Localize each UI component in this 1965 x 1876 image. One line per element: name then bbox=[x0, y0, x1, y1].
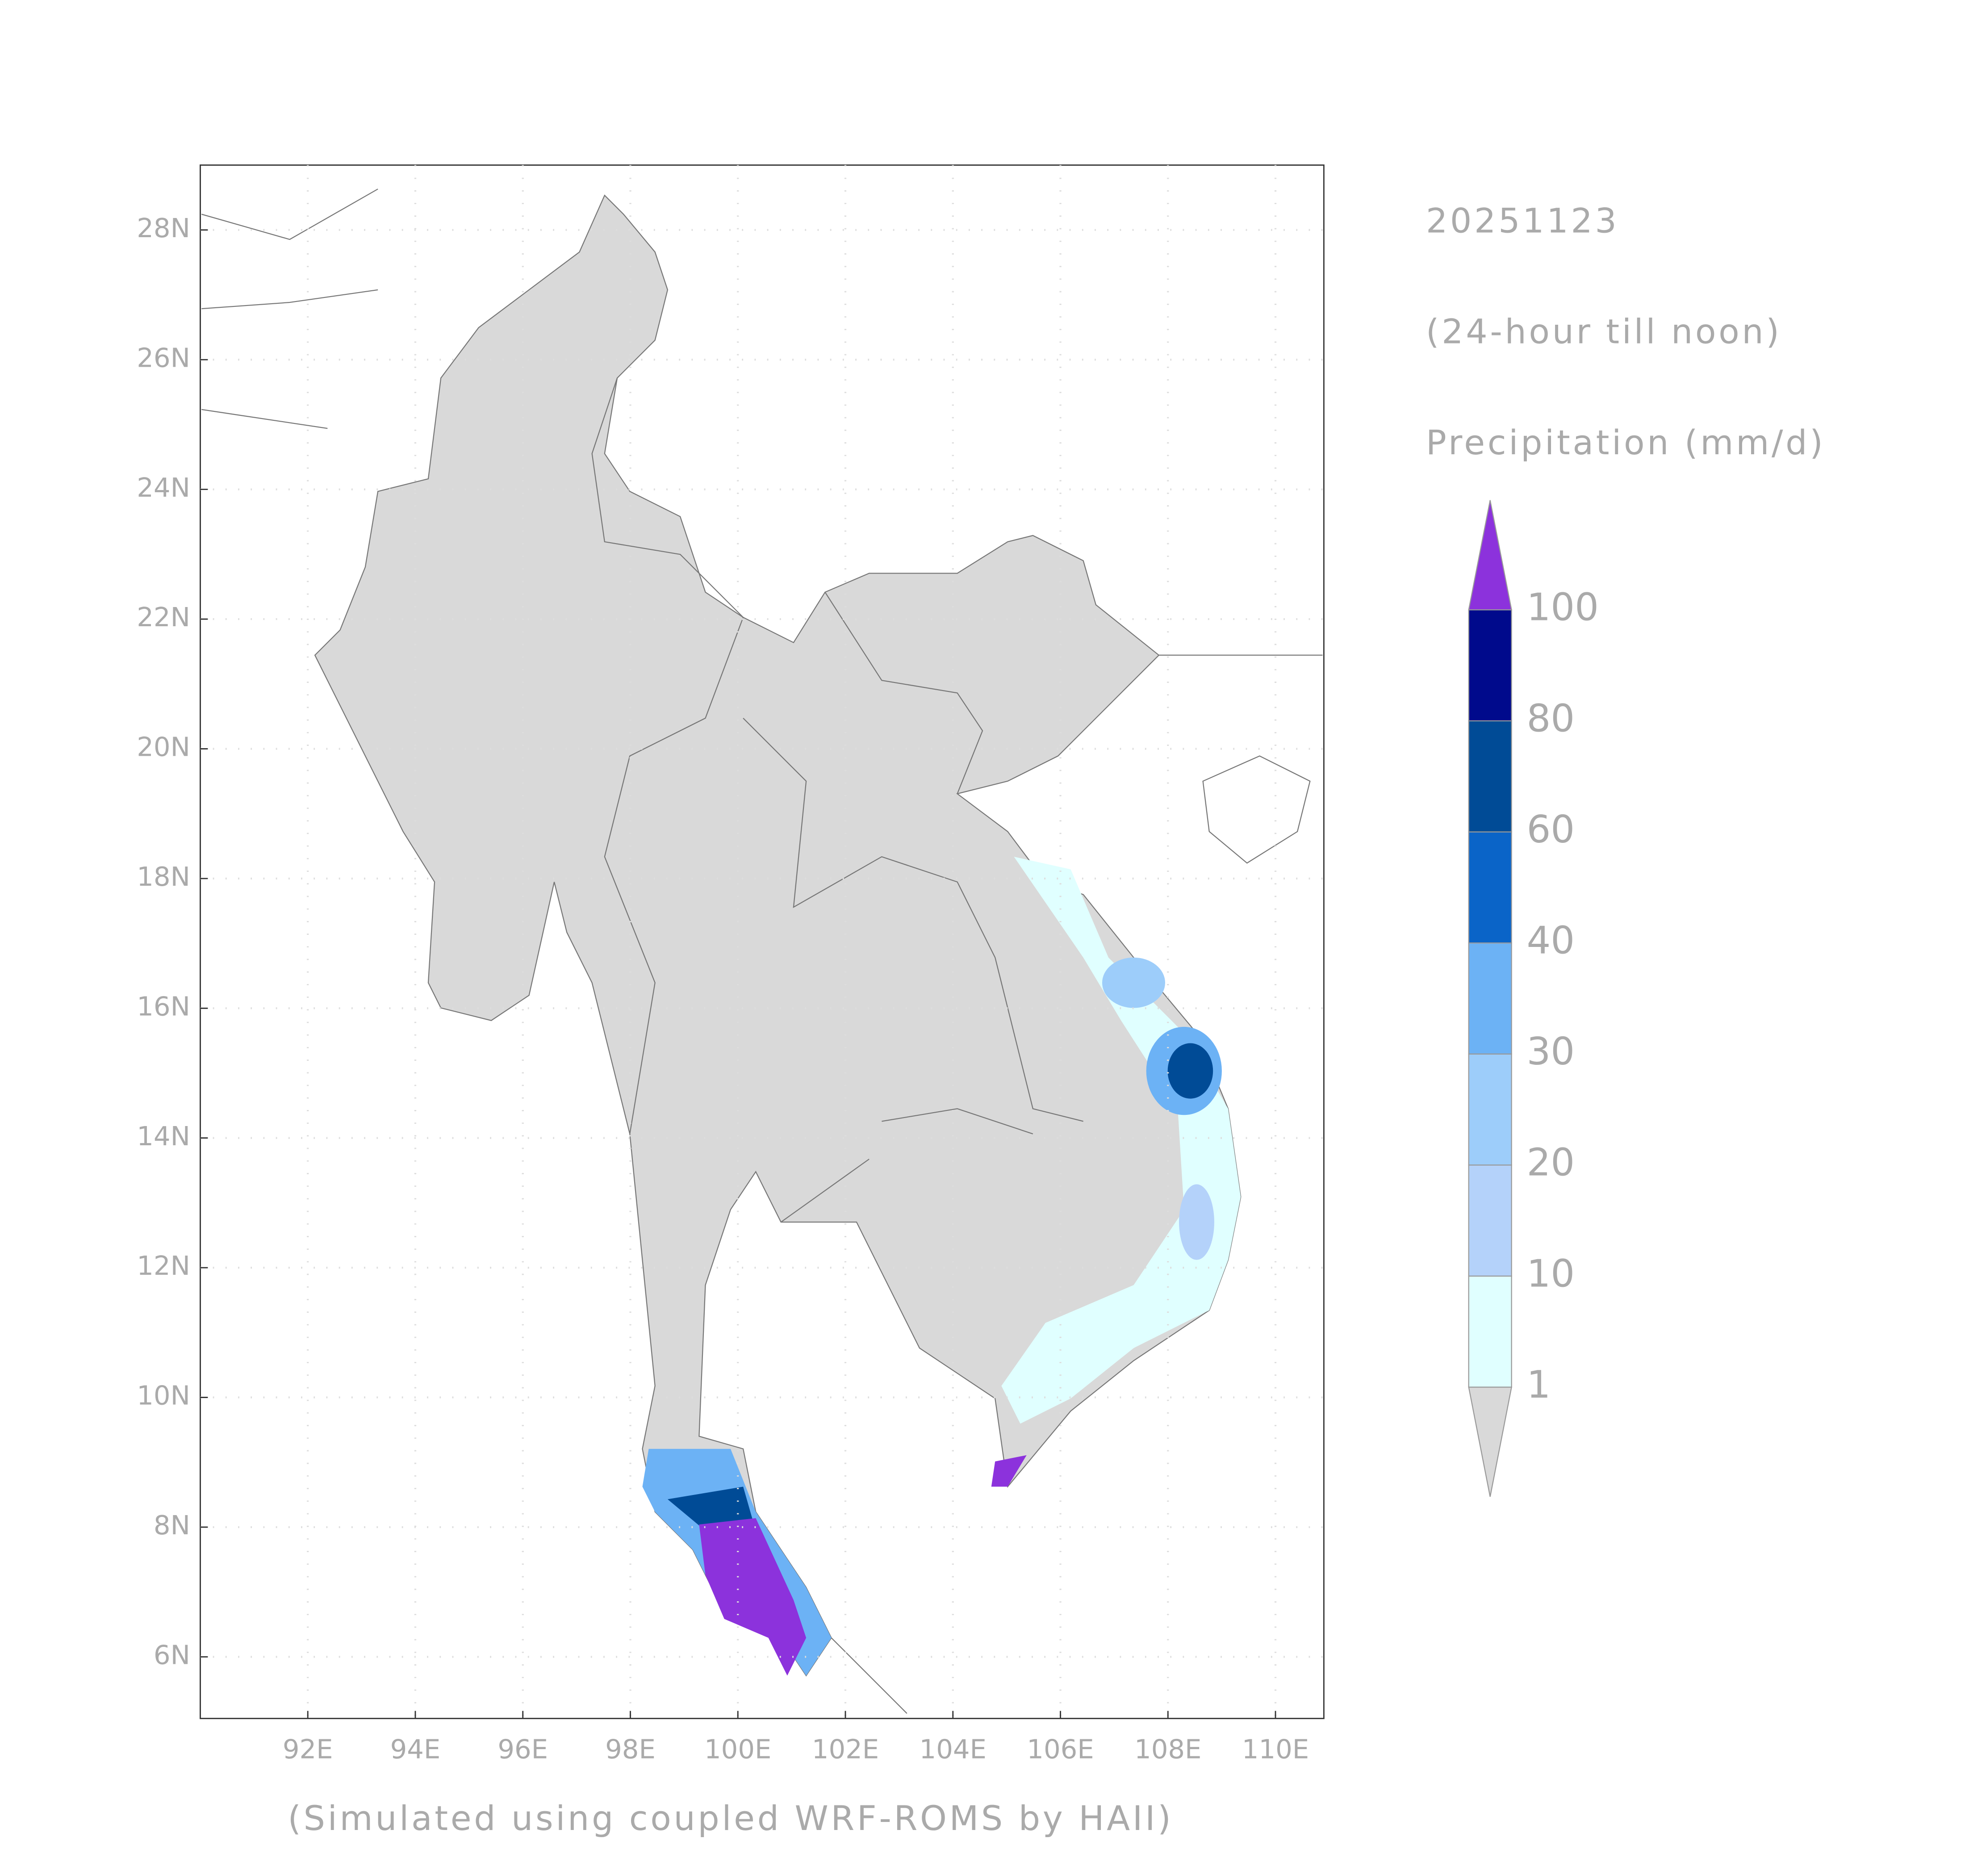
y-tick-label: 22N bbox=[137, 602, 190, 632]
y-tick-label: 10N bbox=[137, 1380, 190, 1411]
x-tick-label: 102E bbox=[812, 1734, 879, 1765]
colorbar-box bbox=[1468, 720, 1512, 833]
y-tick-label: 12N bbox=[137, 1250, 190, 1281]
x-tick-label: 104E bbox=[920, 1734, 987, 1765]
x-tick-label: 98E bbox=[605, 1734, 656, 1765]
precip-area bbox=[1102, 957, 1165, 1008]
colorbar-tick-label: 30 bbox=[1526, 1029, 1575, 1073]
x-tick-label: 96E bbox=[498, 1734, 548, 1765]
colorbar-box bbox=[1468, 831, 1512, 944]
x-tick-label: 94E bbox=[390, 1734, 441, 1765]
colorbar-tick-label: 40 bbox=[1526, 918, 1575, 963]
colorbar-box bbox=[1468, 1164, 1512, 1277]
colorbar-label: Precipitation (mm/d) bbox=[1426, 423, 1826, 462]
precip-area bbox=[1001, 857, 1241, 1424]
land bbox=[314, 194, 1242, 1677]
colorbar-box bbox=[1468, 1275, 1512, 1388]
x-tick-label: 100E bbox=[704, 1734, 771, 1765]
precip-area bbox=[991, 1455, 1027, 1487]
border bbox=[591, 377, 1083, 1223]
y-tick-label: 16N bbox=[137, 991, 190, 1022]
colorbar-tick-label: 100 bbox=[1526, 585, 1599, 629]
y-tick-label: 8N bbox=[154, 1510, 190, 1541]
colorbar-tick-label: 1 bbox=[1526, 1362, 1551, 1407]
plot-frame bbox=[200, 164, 1325, 1719]
y-tick-label: 20N bbox=[137, 732, 190, 762]
x-tick-label: 106E bbox=[1027, 1734, 1094, 1765]
colorbar-box bbox=[1468, 942, 1512, 1055]
precip-area bbox=[667, 1487, 756, 1531]
y-tick-label: 24N bbox=[137, 472, 190, 503]
y-tick-label: 6N bbox=[154, 1639, 190, 1670]
colorbar-box bbox=[1468, 1053, 1512, 1166]
x-tick-label: 92E bbox=[283, 1734, 333, 1765]
precip-area bbox=[699, 1518, 807, 1676]
y-tick-label: 28N bbox=[137, 213, 190, 243]
map bbox=[201, 188, 1323, 1714]
colorbar-box bbox=[1468, 609, 1512, 721]
colorbar-tick-label: 20 bbox=[1526, 1140, 1575, 1185]
x-tick-label: 108E bbox=[1134, 1734, 1201, 1765]
y-tick-label: 14N bbox=[137, 1121, 190, 1152]
x-tick-label: 110E bbox=[1242, 1734, 1309, 1765]
coastline bbox=[201, 188, 1323, 1714]
colorbar-tick-label: 80 bbox=[1526, 696, 1575, 740]
colorbar-tick-label: 10 bbox=[1526, 1251, 1575, 1295]
title: 20251123 bbox=[1426, 201, 1619, 240]
y-tick-label: 18N bbox=[137, 861, 190, 892]
subtitle: (24-hour till noon) bbox=[1426, 312, 1782, 352]
colorbar-high bbox=[1468, 500, 1512, 611]
y-tick-label: 26N bbox=[137, 342, 190, 373]
precip-area bbox=[1167, 1043, 1213, 1099]
precipitation bbox=[642, 857, 1241, 1676]
footnote: (Simulated using coupled WRF-ROMS by HAI… bbox=[288, 1798, 1173, 1838]
precip-area bbox=[1179, 1184, 1214, 1260]
colorbar-tick-label: 60 bbox=[1526, 807, 1575, 851]
